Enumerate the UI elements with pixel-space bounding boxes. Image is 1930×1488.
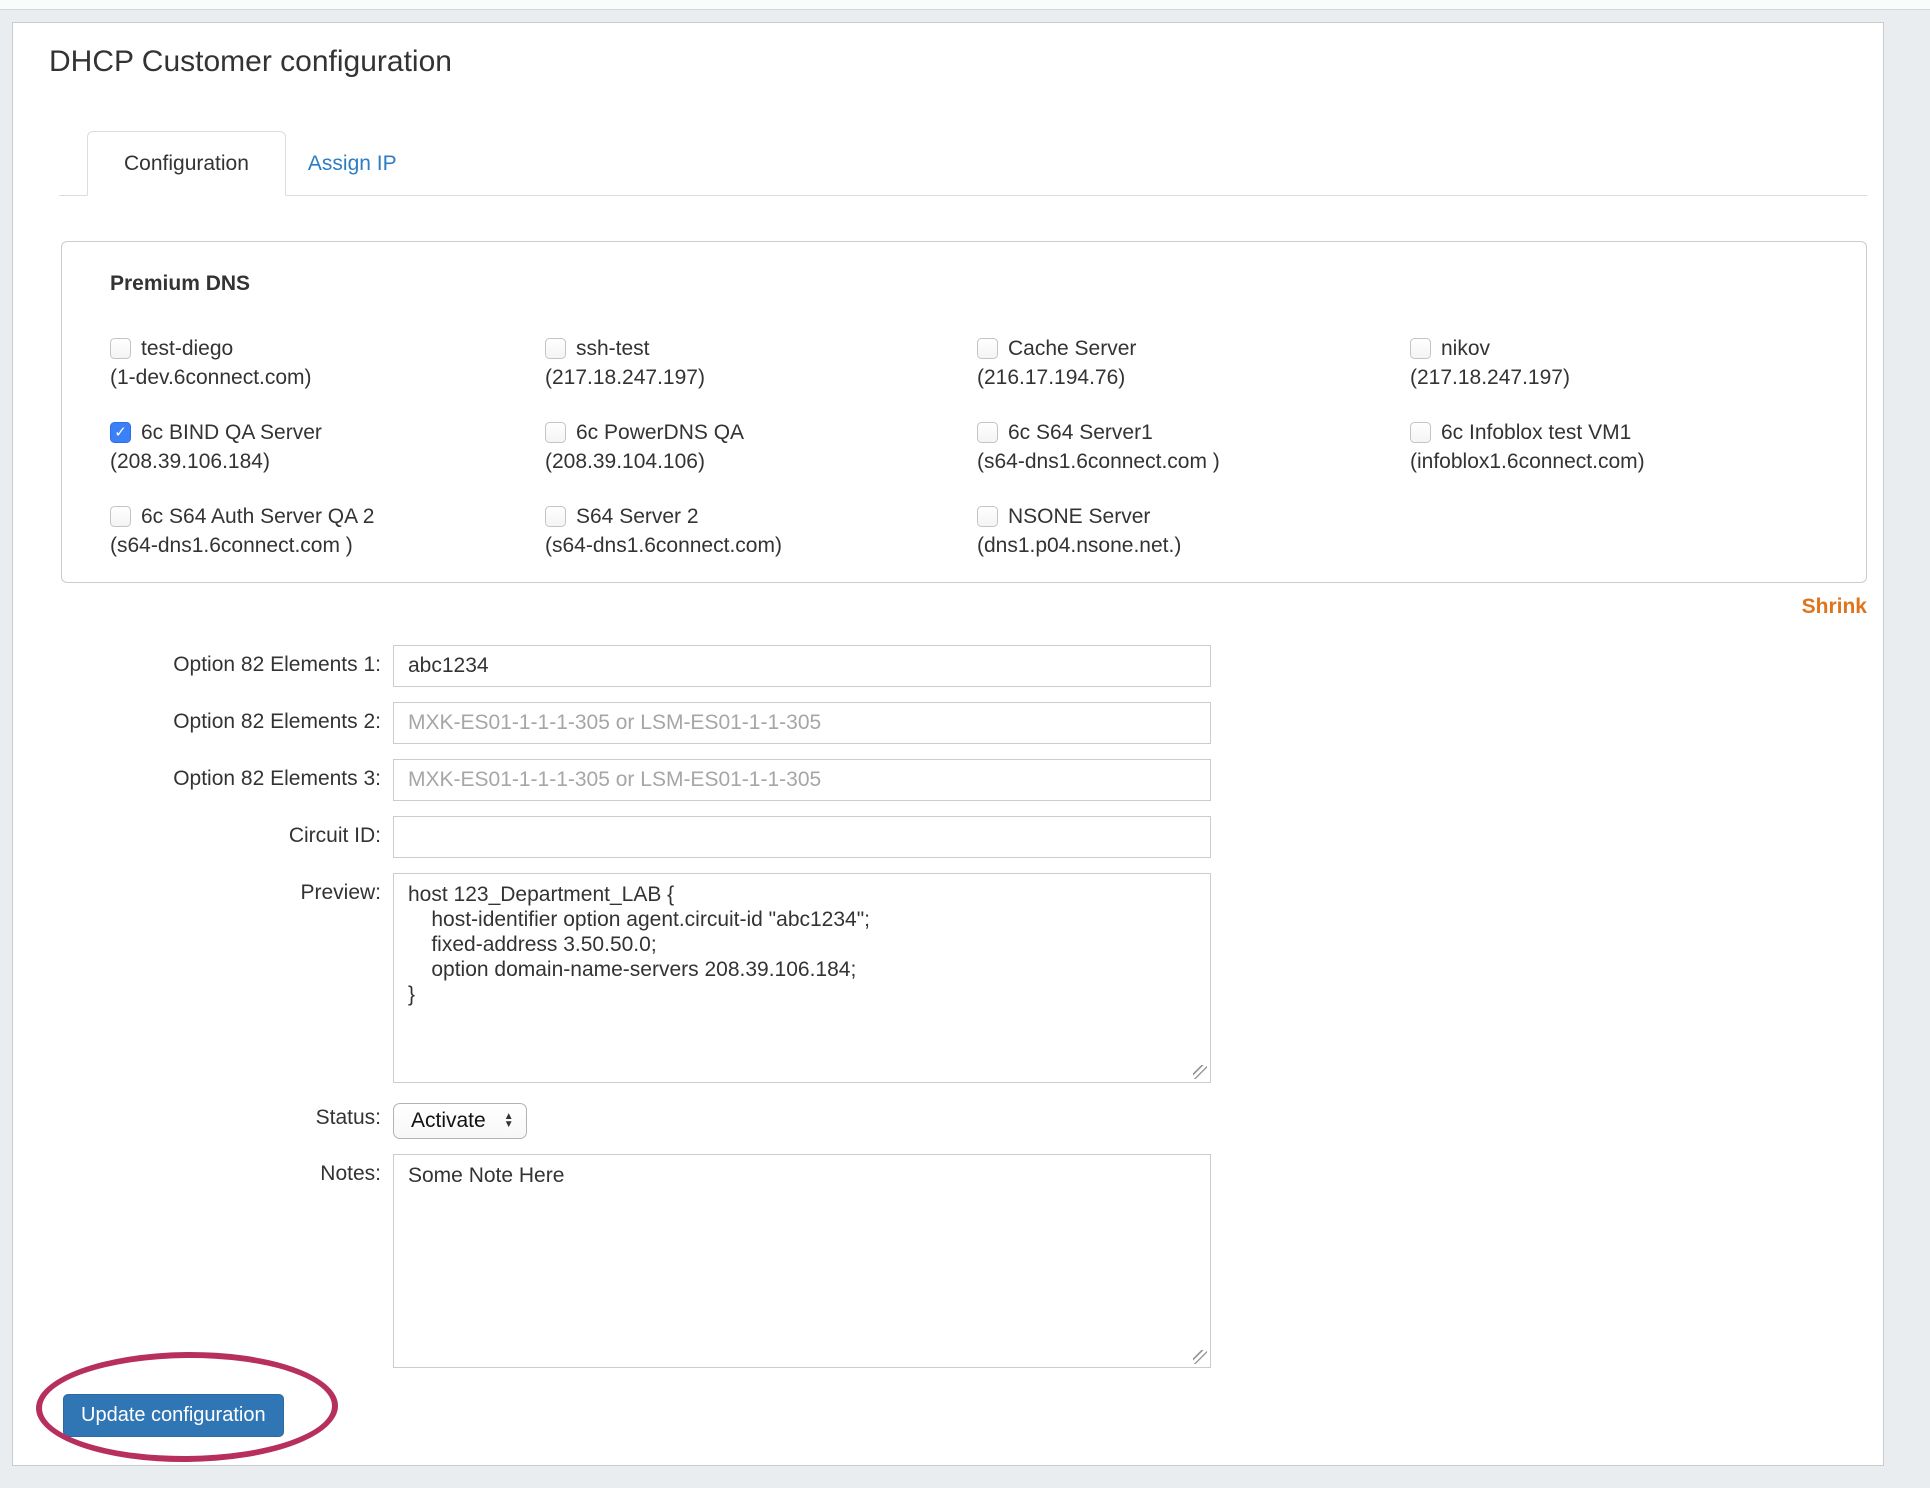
dns-checkbox[interactable]	[977, 422, 998, 443]
option82-1-label: Option 82 Elements 1:	[173, 653, 381, 676]
browser-top-strip	[0, 0, 1930, 10]
tab-bar: Configuration Assign IP	[59, 131, 1867, 196]
dns-server-name: 6c S64 Server1	[1008, 421, 1153, 444]
form-row-notes: Notes: Some Note Here	[13, 1154, 1883, 1368]
dns-checkbox[interactable]: ✓	[110, 422, 131, 443]
premium-dns-panel: Premium DNS test-diego (1-dev.6connect.c…	[61, 241, 1867, 583]
dns-checkbox[interactable]	[545, 422, 566, 443]
dns-server-name: Cache Server	[1008, 337, 1137, 360]
dns-server-host: (208.39.104.106)	[545, 450, 705, 473]
dns-server-option: test-diego (1-dev.6connect.com)	[110, 336, 545, 390]
tab-assign-ip[interactable]: Assign IP	[307, 152, 397, 175]
notes-label: Notes:	[320, 1162, 381, 1185]
form-row-option82-3: Option 82 Elements 3:	[13, 759, 1883, 801]
dns-server-name: 6c S64 Auth Server QA 2	[141, 505, 375, 528]
dns-server-option: Cache Server (216.17.194.76)	[977, 336, 1410, 390]
option82-3-label: Option 82 Elements 3:	[173, 767, 381, 790]
status-select[interactable]: Activate ▲ ▼	[393, 1103, 527, 1139]
dns-checkbox[interactable]	[110, 506, 131, 527]
dns-server-host: (s64-dns1.6connect.com )	[110, 534, 353, 557]
dns-server-option: 6c S64 Auth Server QA 2 (s64-dns1.6conne…	[110, 504, 545, 558]
dns-checkbox[interactable]	[1410, 338, 1431, 359]
select-arrows-icon: ▲ ▼	[503, 1111, 514, 1130]
dns-checkbox[interactable]	[110, 338, 131, 359]
dns-server-name: nikov	[1441, 337, 1491, 360]
check-icon: ✓	[114, 424, 127, 441]
dns-server-name: 6c PowerDNS QA	[576, 421, 745, 444]
dns-checkbox[interactable]	[977, 338, 998, 359]
dns-server-option: NSONE Server (dns1.p04.nsone.net.)	[977, 504, 1410, 558]
shrink-link[interactable]: Shrink	[1801, 595, 1867, 618]
circuit-id-input[interactable]	[393, 816, 1211, 858]
dns-server-name: NSONE Server	[1008, 505, 1151, 528]
circuit-id-label: Circuit ID:	[288, 824, 381, 847]
dns-server-host: (216.17.194.76)	[977, 366, 1126, 389]
dns-server-host: (dns1.p04.nsone.net.)	[977, 534, 1182, 557]
dns-server-option: 6c S64 Server1 (s64-dns1.6connect.com )	[977, 420, 1410, 474]
shrink-row: Shrink	[13, 595, 1867, 619]
dns-checkbox[interactable]	[1410, 422, 1431, 443]
status-label: Status:	[315, 1106, 381, 1129]
dns-server-option: 6c Infoblox test VM1 (infoblox1.6connect…	[1410, 420, 1836, 474]
status-selected-value: Activate	[411, 1109, 486, 1132]
option82-2-input[interactable]	[393, 702, 1211, 744]
form-row-option82-2: Option 82 Elements 2:	[13, 702, 1883, 744]
dns-checkbox[interactable]	[977, 506, 998, 527]
preview-textarea[interactable]: host 123_Department_LAB { host-identifie…	[393, 873, 1211, 1083]
option82-2-label: Option 82 Elements 2:	[173, 710, 381, 733]
form-row-status: Status: Activate ▲ ▼	[13, 1098, 1883, 1139]
dns-server-name: test-diego	[141, 337, 234, 360]
dns-server-option: S64 Server 2 (s64-dns1.6connect.com)	[545, 504, 977, 558]
dns-server-option: 6c PowerDNS QA (208.39.104.106)	[545, 420, 977, 474]
dns-checkbox[interactable]	[545, 338, 566, 359]
dns-server-host: (1-dev.6connect.com)	[110, 366, 312, 389]
dns-server-option: ssh-test (217.18.247.197)	[545, 336, 977, 390]
dns-server-host: (infoblox1.6connect.com)	[1410, 450, 1645, 473]
dns-server-host: (s64-dns1.6connect.com )	[977, 450, 1220, 473]
dns-server-host: (217.18.247.197)	[545, 366, 705, 389]
dns-server-host: (208.39.106.184)	[110, 450, 270, 473]
preview-label: Preview:	[300, 881, 381, 904]
option82-1-input[interactable]	[393, 645, 1211, 687]
dns-server-name: S64 Server 2	[576, 505, 699, 528]
dns-server-grid: test-diego (1-dev.6connect.com) ssh-test…	[62, 336, 1866, 582]
dhcp-configuration-panel: DHCP Customer configuration Configuratio…	[12, 22, 1884, 1466]
form-row-option82-1: Option 82 Elements 1:	[13, 645, 1883, 687]
page-title: DHCP Customer configuration	[49, 45, 452, 78]
dns-checkbox[interactable]	[545, 506, 566, 527]
form-row-preview: Preview: host 123_Department_LAB { host-…	[13, 873, 1883, 1083]
option82-3-input[interactable]	[393, 759, 1211, 801]
premium-dns-heading: Premium DNS	[110, 272, 251, 295]
dns-server-name: ssh-test	[576, 337, 650, 360]
update-configuration-button[interactable]: Update configuration	[63, 1394, 284, 1437]
dns-server-host: (217.18.247.197)	[1410, 366, 1570, 389]
dns-server-option: nikov (217.18.247.197)	[1410, 336, 1836, 390]
form-row-circuit-id: Circuit ID:	[13, 816, 1883, 858]
notes-textarea[interactable]: Some Note Here	[393, 1154, 1211, 1368]
configuration-form: Option 82 Elements 1: Option 82 Elements…	[13, 645, 1883, 1437]
dns-server-host: (s64-dns1.6connect.com)	[545, 534, 782, 557]
dns-server-name: 6c BIND QA Server	[141, 421, 322, 444]
dns-server-name: 6c Infoblox test VM1	[1441, 421, 1632, 444]
dns-server-option: ✓ 6c BIND QA Server (208.39.106.184)	[110, 420, 545, 474]
tab-configuration[interactable]: Configuration	[87, 131, 286, 196]
